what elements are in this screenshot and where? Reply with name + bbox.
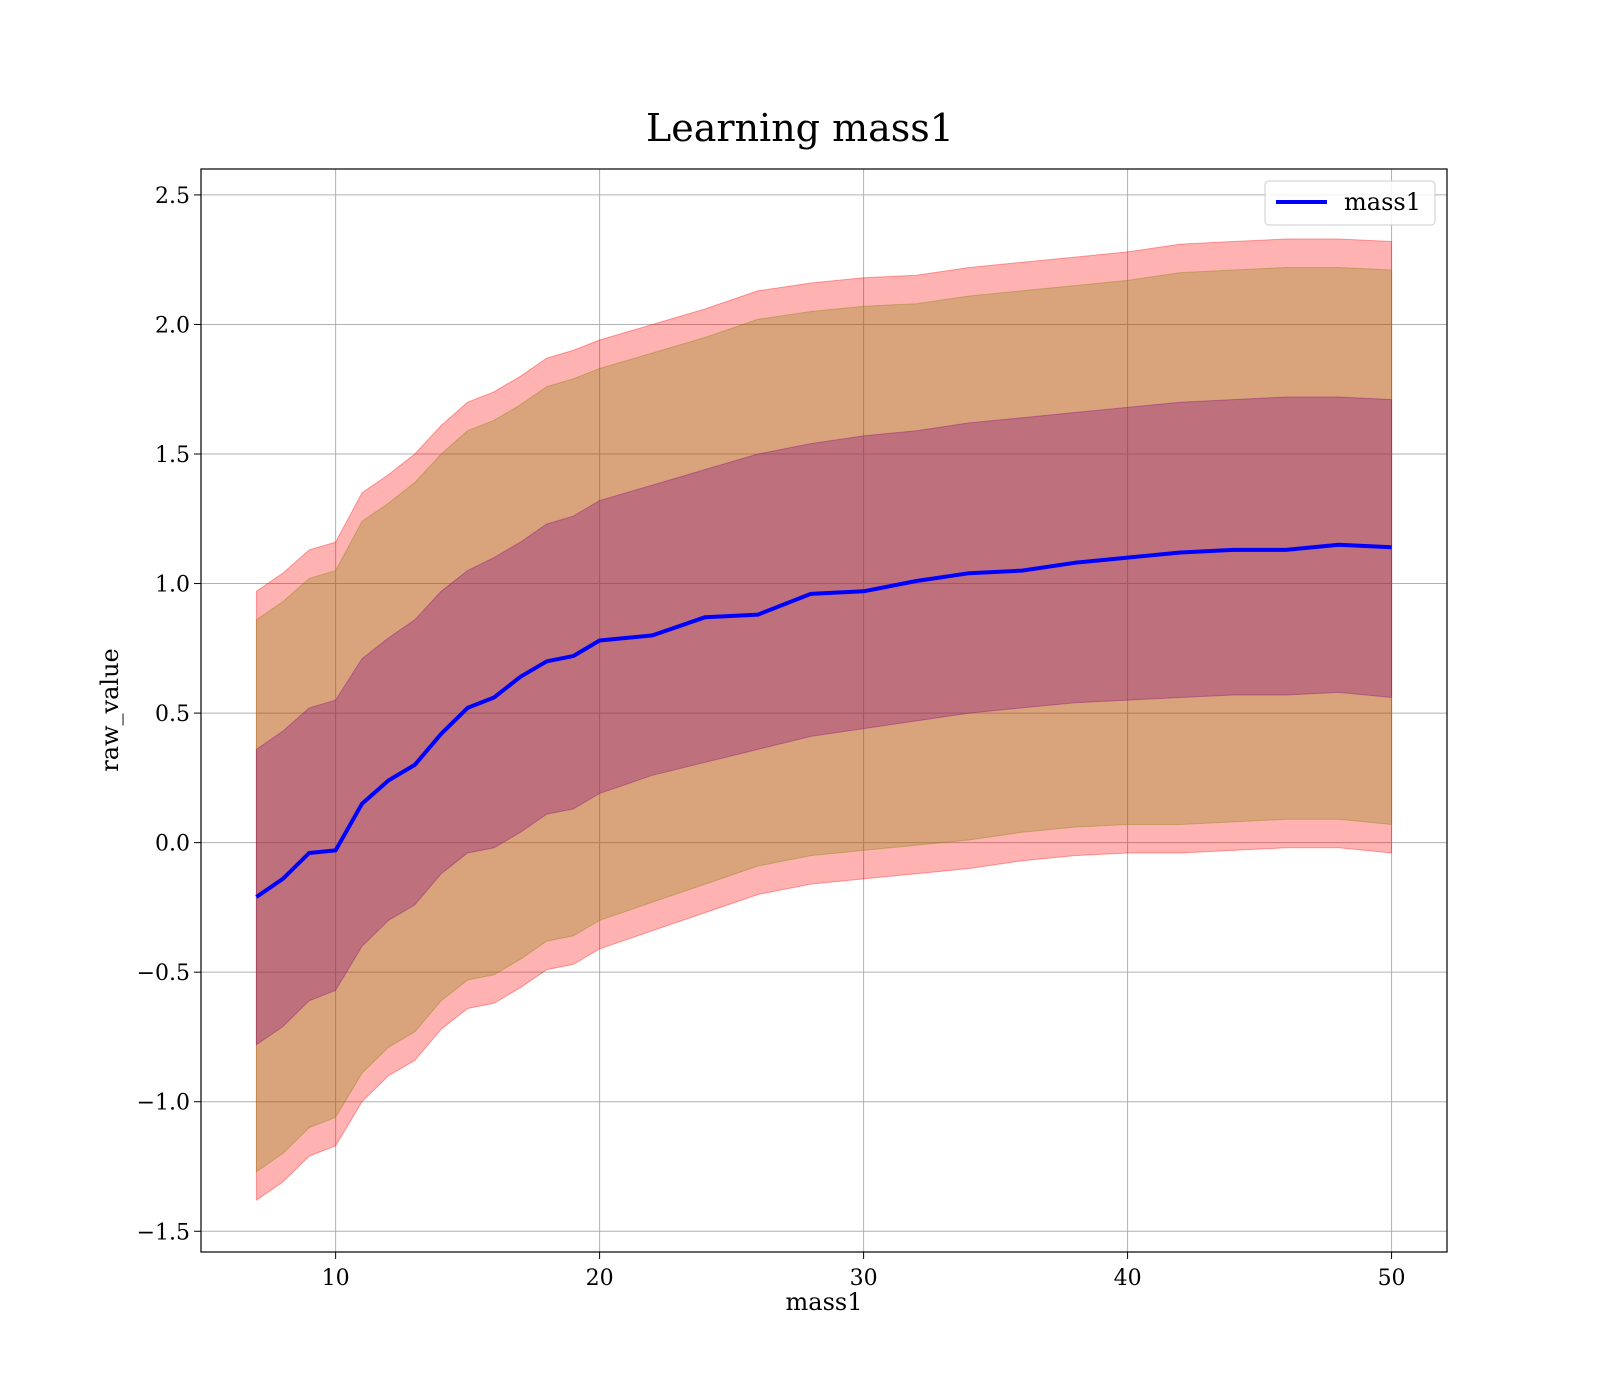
x-tick-label: 30 (850, 1266, 878, 1291)
axis-ticks: 10 20 30 40 50 −1.5 −1.0 −0.5 0.0 0.5 1.0 1.5 2.0 2.5 (137, 184, 1406, 1291)
plot-frame (200, 168, 1448, 1253)
series-line-mass1 (255, 542, 1392, 899)
y-tick-label: 0.5 (155, 702, 190, 727)
x-tick-label: 20 (586, 1266, 614, 1291)
y-tick-label: 2.0 (155, 313, 190, 338)
band-outer-area (255, 238, 1393, 1202)
y-tick-label: 1.0 (155, 573, 190, 598)
confidence-bands (255, 238, 1393, 1202)
series-lines (255, 542, 1392, 899)
x-axis-label: mass1 (786, 1288, 863, 1316)
chart-title: Learning mass1 (646, 106, 954, 150)
legend: mass1 (1264, 180, 1436, 226)
y-axis-label: raw_value (96, 648, 124, 772)
x-tick-label: 50 (1378, 1266, 1406, 1291)
legend-label-mass1: mass1 (1344, 188, 1421, 216)
x-tick-label: 40 (1114, 1266, 1142, 1291)
y-tick-label: −1.5 (137, 1220, 190, 1245)
band-middle-area (255, 267, 1393, 1173)
y-tick-label: 2.5 (155, 184, 190, 209)
y-tick-label: 1.5 (155, 443, 190, 468)
y-tick-label: −0.5 (137, 961, 190, 986)
y-tick-label: 0.0 (155, 832, 190, 857)
x-tick-label: 10 (322, 1266, 350, 1291)
legend-box (1264, 180, 1436, 226)
grid-lines (201, 169, 1447, 1252)
y-tick-label: −1.0 (137, 1091, 190, 1116)
